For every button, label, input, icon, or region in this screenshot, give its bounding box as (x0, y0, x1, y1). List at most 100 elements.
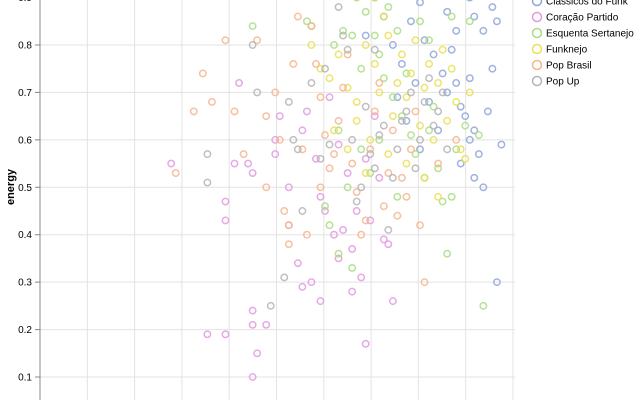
data-point (357, 64, 366, 73)
y-tick-label: 0.9 (18, 0, 32, 4)
data-point (198, 69, 207, 78)
data-point (293, 12, 302, 21)
data-point (483, 107, 492, 116)
data-point (393, 192, 402, 201)
data-point (339, 26, 348, 35)
legend-symbol (531, 59, 543, 71)
data-point (271, 88, 280, 97)
data-point (203, 330, 212, 339)
data-point (284, 183, 293, 192)
data-point (189, 107, 198, 116)
data-point (325, 221, 334, 230)
data-point (248, 306, 257, 315)
data-point (402, 93, 411, 102)
data-point (425, 126, 433, 135)
data-point (452, 135, 461, 144)
data-point (275, 135, 284, 144)
data-point (343, 83, 352, 92)
data-point (370, 31, 379, 40)
data-point (366, 150, 375, 159)
data-point (348, 244, 357, 253)
data-point (221, 216, 230, 225)
data-point (348, 263, 357, 272)
data-point (361, 31, 370, 40)
data-point (230, 159, 239, 168)
data-point (447, 12, 456, 21)
data-point (321, 131, 329, 140)
data-point (353, 0, 360, 2)
data-point (352, 97, 361, 106)
data-point (379, 74, 388, 83)
data-point (429, 135, 438, 144)
data-point (443, 249, 452, 258)
data-point (425, 74, 433, 83)
data-point (384, 3, 393, 12)
points (167, 0, 506, 381)
data-point (393, 93, 402, 102)
data-point (488, 3, 497, 12)
data-point (416, 221, 424, 230)
data-point (271, 135, 280, 144)
data-point (321, 202, 329, 211)
data-point (447, 45, 456, 54)
data-point (438, 45, 447, 54)
data-point (293, 145, 302, 154)
y-tick-label: 0.5 (18, 183, 32, 194)
data-point (393, 26, 402, 35)
data-point (316, 154, 325, 163)
data-point (375, 88, 384, 97)
data-point (248, 41, 257, 49)
data-point (253, 36, 262, 45)
data-point (402, 107, 411, 116)
data-point (357, 183, 366, 192)
data-point (474, 150, 483, 159)
data-point (375, 131, 384, 140)
data-point (443, 88, 452, 97)
legend-label: Coração Partido (546, 13, 619, 24)
data-point (465, 135, 474, 144)
data-point (411, 164, 420, 173)
data-point (321, 207, 329, 215)
data-point (316, 192, 325, 201)
data-point (271, 150, 280, 159)
data-point (334, 3, 343, 12)
data-point (284, 97, 293, 106)
data-point (470, 173, 479, 182)
data-point (393, 78, 402, 87)
data-point (420, 36, 429, 45)
data-point (361, 7, 370, 16)
data-point (379, 235, 388, 244)
data-point (325, 93, 334, 102)
legend-label: Funknejo (546, 45, 588, 56)
data-point (366, 169, 375, 178)
data-point (284, 240, 293, 249)
y-tick-label: 0.7 (18, 88, 32, 99)
data-point (316, 297, 325, 306)
legend-symbol (531, 11, 543, 23)
data-point (388, 173, 397, 182)
data-point (330, 230, 338, 239)
data-point (402, 159, 411, 168)
data-point (393, 211, 402, 220)
data-point (411, 150, 420, 159)
data-point (366, 216, 375, 225)
data-point (434, 126, 443, 135)
data-point (348, 135, 357, 144)
data-point (379, 121, 388, 130)
data-point (479, 183, 488, 192)
data-point (284, 221, 293, 230)
data-point (407, 131, 415, 140)
data-point (474, 131, 483, 140)
y-tick-label: 0.8 (18, 41, 32, 52)
data-point (434, 159, 443, 168)
data-point (434, 164, 443, 173)
data-point (461, 112, 470, 121)
data-point (465, 88, 474, 97)
data-point (407, 17, 415, 26)
data-point (456, 102, 465, 111)
data-point (443, 145, 452, 154)
data-point (361, 339, 370, 348)
data-point (375, 173, 384, 182)
data-point (334, 126, 343, 135)
data-point (470, 12, 479, 21)
